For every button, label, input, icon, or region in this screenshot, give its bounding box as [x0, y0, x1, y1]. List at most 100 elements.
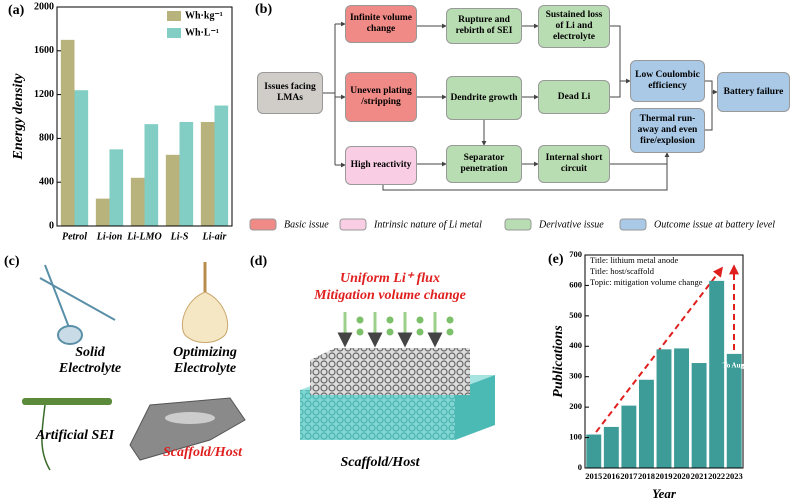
y-tick-label: 0 [578, 462, 582, 472]
illustration-caption: Scaffold/Host [340, 455, 420, 470]
bar [179, 121, 194, 226]
flux-label: Uniform Li⁺ flux [340, 271, 440, 286]
li-ion [356, 316, 364, 324]
flow-node: Separator penetration [446, 145, 522, 183]
y-tick-label: 300 [569, 371, 582, 381]
li-ion [386, 316, 394, 324]
legend-label: Derivative issue [538, 219, 604, 230]
x-tick-label: Li-air [202, 231, 227, 242]
flow-node: High reactivity [345, 146, 417, 185]
bar-note: To Aug. [723, 362, 746, 370]
x-tick-label: Li-ion [96, 231, 123, 242]
legend-swatch [504, 218, 532, 231]
bar [603, 426, 619, 468]
illustration-caption: Optimizing Electrolyte [173, 345, 237, 376]
bar [109, 149, 124, 226]
legend-label: Intrinsic nature of Li metal [373, 219, 482, 230]
pipa-drawing [181, 262, 229, 343]
annotation: Title: lithium metal anode [590, 255, 678, 265]
legend-swatch [249, 218, 277, 231]
flux-arrows [337, 312, 454, 348]
bar [95, 198, 110, 226]
legend-label: Wh·L⁻¹ [185, 27, 219, 38]
y-tick-label: 700 [569, 249, 582, 259]
flow-arrow [610, 25, 621, 98]
bar [656, 349, 672, 468]
erhu-drawing [39, 264, 116, 345]
x-tick-label: 2022 [708, 471, 725, 481]
legend-label: Outcome issue at battery level [654, 219, 775, 230]
li-ion [446, 316, 454, 324]
flow-node: Internal short circuit [538, 145, 610, 183]
legend-label: Basic issue [284, 219, 329, 230]
bar [60, 39, 75, 226]
bar [691, 363, 707, 468]
flow-arrow [705, 80, 713, 131]
y-tick-label: 1200 [34, 89, 54, 100]
legend-swatch [167, 11, 181, 21]
y-axis-label: Publications [551, 325, 566, 398]
axes-frame [584, 254, 744, 469]
flow-arrow [610, 152, 670, 165]
scaffold-drawing [300, 348, 495, 440]
legend-label: Wh·kg⁻¹ [185, 10, 223, 21]
annotation: Title: host/scaffold [590, 266, 655, 276]
bar [130, 177, 145, 226]
flow-node: Infinite volume change [345, 5, 417, 43]
flow-node: Battery failure [717, 72, 790, 112]
bar [165, 154, 180, 226]
bar [200, 121, 215, 226]
panel-label: (b) [255, 2, 273, 17]
y-tick-label: 500 [569, 310, 582, 320]
x-axis-label: Year [652, 486, 677, 501]
panel-label: (d) [250, 254, 268, 269]
bar [214, 105, 229, 226]
y-tick-label: 1600 [34, 45, 54, 56]
flow-node: Dead Li [538, 80, 610, 114]
annotation: Topic: mitigation volume change [590, 277, 703, 287]
bar [674, 348, 690, 468]
bar [586, 434, 602, 468]
x-tick-label: 2016 [603, 471, 620, 481]
x-tick-label: 2019 [656, 471, 673, 481]
x-tick-label: 2021 [691, 471, 708, 481]
flow-node: Issues facing LMAs [257, 72, 323, 114]
bar [74, 90, 89, 226]
y-axis-label: Energy density [11, 73, 26, 161]
y-tick-label: 800 [39, 133, 54, 144]
flow-edges [323, 21, 718, 191]
illustration-caption: Scaffold/Host [162, 445, 243, 460]
flow-node: Sustained loss of Li and electrolyte [538, 5, 610, 48]
panel-label: (c) [4, 254, 20, 269]
flow-node: Dendrite growth [446, 76, 522, 120]
flow-node: Low Coulombic efficiency [630, 60, 705, 102]
legend-swatch [167, 28, 181, 38]
x-tick-label: 2018 [638, 471, 655, 481]
x-tick-label: 2015 [585, 471, 602, 481]
bar [144, 124, 159, 226]
li-ion [356, 328, 364, 336]
flute-drawing [22, 398, 112, 471]
x-tick-label: Li-LMO [126, 231, 161, 242]
x-tick-label: 2023 [726, 471, 743, 481]
x-tick-label: Petrol [62, 231, 87, 242]
y-tick-label: 100 [569, 432, 582, 442]
axes-frame [56, 6, 233, 227]
legend-swatch [619, 218, 647, 231]
mitigation-label: Mitigation volume change [314, 288, 466, 303]
y-tick-label: 2000 [34, 1, 54, 12]
bar [709, 280, 725, 468]
flow-node: Rupture and rebirth of SEI [446, 8, 522, 44]
bar [638, 379, 654, 468]
flow-node: Uneven plating /stripping [345, 72, 417, 122]
bar [726, 353, 742, 468]
flow-node: Thermal run-away and even fire/explosion [630, 108, 705, 153]
panel-label: (a) [8, 3, 25, 18]
y-tick-label: 600 [569, 279, 582, 289]
li-ion [446, 328, 454, 336]
y-tick-label: 200 [569, 401, 582, 411]
panel-label: (e) [548, 252, 564, 267]
y-tick-label: 0 [49, 220, 54, 231]
